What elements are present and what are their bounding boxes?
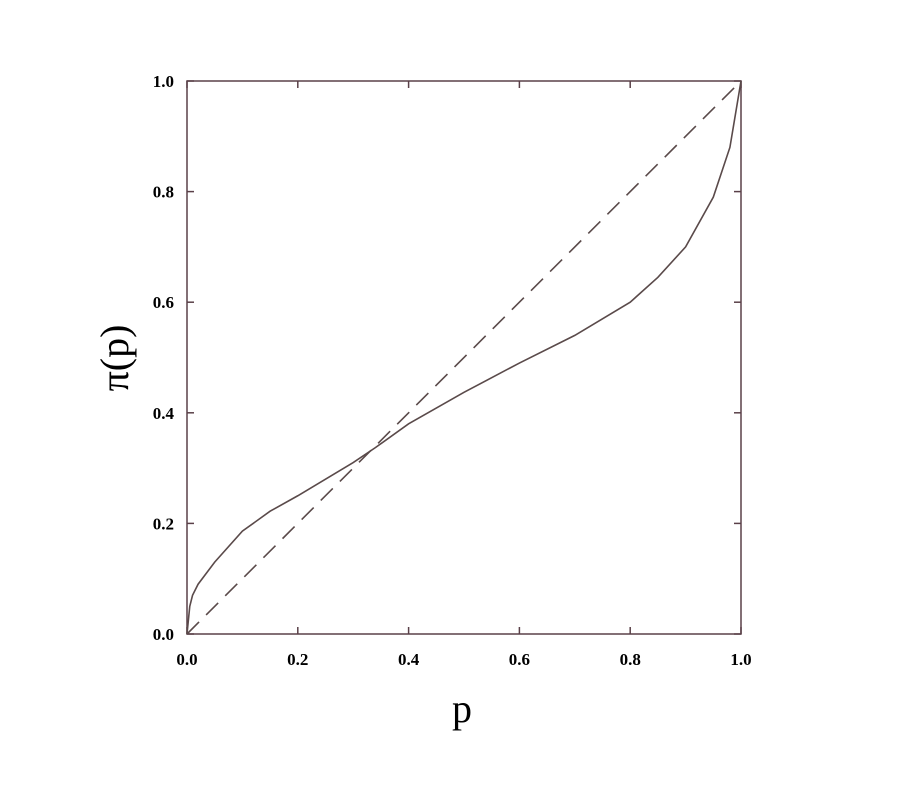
plot-frame <box>186 80 742 635</box>
x-tick-label: 0.8 <box>620 650 641 669</box>
y-tick-label: 0.8 <box>153 183 174 202</box>
y-tick-label: 0.2 <box>153 514 174 533</box>
x-tick-label: 1.0 <box>730 650 751 669</box>
x-tick-label: 0.6 <box>509 650 530 669</box>
y-axis-label: π(p) <box>92 325 137 392</box>
y-tick-label: 0.4 <box>153 404 175 423</box>
weighting-curve <box>186 80 742 635</box>
diagonal-reference-line <box>186 80 742 635</box>
y-tick-label: 0.0 <box>153 625 174 644</box>
x-tick-label: 0.2 <box>287 650 308 669</box>
y-tick-label: 1.0 <box>153 72 174 91</box>
y-tick-label: 0.6 <box>153 293 174 312</box>
x-tick-label: 0.0 <box>176 650 197 669</box>
x-tick-label: 0.4 <box>398 650 420 669</box>
x-axis-label: p <box>452 686 472 731</box>
